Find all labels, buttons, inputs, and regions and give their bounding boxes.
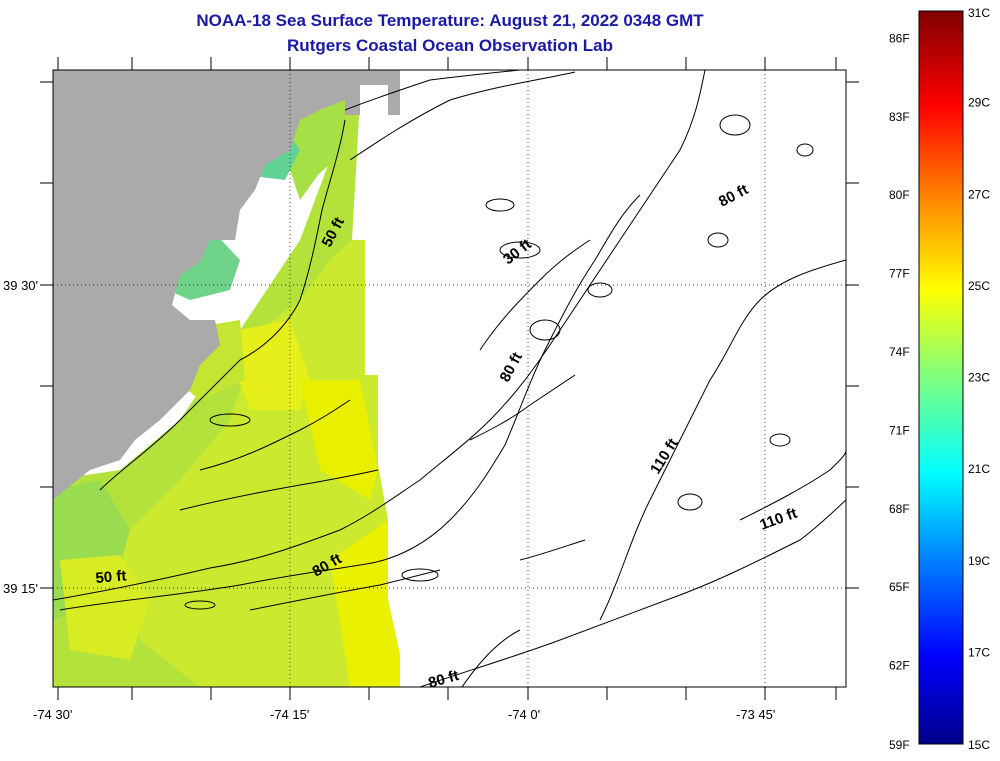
colorbar (918, 10, 964, 745)
colorbar-f-label: 71F (889, 423, 910, 437)
colorbar-c-label: 21C (968, 462, 990, 476)
colorbar-f-label: 80F (889, 188, 910, 202)
lat-label-39-30: 39 30' (3, 278, 38, 293)
colorbar-f-label: 83F (889, 110, 910, 124)
colorbar-c-label: 25C (968, 279, 990, 293)
lon-label-74-30: -74 30' (33, 707, 72, 722)
map-frame (52, 69, 847, 688)
graticule (53, 70, 846, 687)
land-area (53, 70, 345, 500)
colorbar-f-label: 59F (889, 738, 910, 752)
colorbar-c-label: 23C (968, 371, 990, 385)
lon-label-74-15: -74 15' (270, 707, 309, 722)
land-gap (360, 85, 388, 115)
lat-label-39-15: 39 15' (3, 581, 38, 596)
axis-ticks (40, 57, 859, 700)
colorbar-c-label: 17C (968, 645, 990, 659)
colorbar-c-label: 27C (968, 187, 990, 201)
colorbar-f-label: 86F (889, 31, 910, 45)
colorbar-f-label: 62F (889, 659, 910, 673)
contour-label-50ft-south: 50 ft (95, 567, 127, 587)
chart-subtitle: Rutgers Coastal Ocean Observation Lab (287, 36, 613, 55)
colorbar-c-label: 31C (968, 6, 990, 20)
colorbar-f-label: 74F (889, 345, 910, 359)
colorbar-c-label: 19C (968, 554, 990, 568)
colorbar-f-label: 77F (889, 267, 910, 281)
bathymetry-contours (53, 70, 846, 687)
lon-label-74-0: -74 0' (508, 707, 540, 722)
chart-title: NOAA-18 Sea Surface Temperature: August … (196, 11, 704, 30)
colorbar-c-label: 29C (968, 96, 990, 110)
colorbar-c-label: 15C (968, 738, 990, 752)
colorbar-f-label: 68F (889, 502, 910, 516)
lon-label-73-45: -73 45' (736, 707, 775, 722)
colorbar-f-label: 65F (889, 580, 910, 594)
